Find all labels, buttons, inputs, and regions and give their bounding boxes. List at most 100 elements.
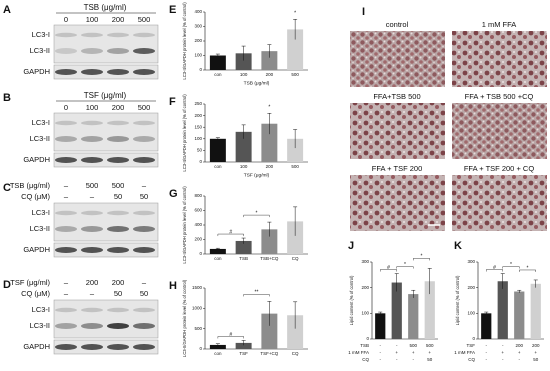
row-label: LC3-II xyxy=(30,321,50,330)
y-tick-label: 1500 xyxy=(192,285,203,290)
band xyxy=(107,226,129,232)
row-value: + xyxy=(501,350,504,355)
error-bar xyxy=(241,45,246,61)
x-tick-label: 200 xyxy=(266,164,274,169)
y-tick-label: 200 xyxy=(361,285,369,290)
bar xyxy=(235,240,252,254)
significance-mark: # xyxy=(387,265,390,271)
row-name: 1 mM FFA xyxy=(348,350,369,355)
row-value: + xyxy=(412,350,415,355)
panel-letter: A xyxy=(3,4,11,16)
x-tick-label: 100 xyxy=(240,72,248,77)
band xyxy=(81,210,103,216)
y-tick-label: 600 xyxy=(194,208,202,213)
error-bar xyxy=(500,273,505,289)
error-bar xyxy=(241,237,246,244)
y-tick-label: 0 xyxy=(199,67,202,72)
treatment-value: 50 xyxy=(140,289,148,298)
row-label: LC3-I xyxy=(32,305,50,314)
y-tick-label: 0 xyxy=(199,346,202,351)
band xyxy=(81,136,103,142)
error-bar xyxy=(293,301,298,329)
band xyxy=(107,344,129,350)
panel-letter: K xyxy=(454,240,462,252)
treatment-name: TSB (μg/ml) xyxy=(10,181,51,190)
y-tick-label: 100 xyxy=(194,53,202,58)
image-label: FFA+TSB 500 xyxy=(373,92,420,101)
bar xyxy=(287,29,304,70)
row-name: CQ xyxy=(362,357,369,362)
error-bar xyxy=(267,221,272,237)
band xyxy=(81,247,103,253)
band xyxy=(55,247,77,253)
error-bar xyxy=(293,19,298,40)
band xyxy=(133,48,155,54)
band xyxy=(107,120,129,126)
row-value: 500 xyxy=(426,343,434,348)
row-name: TSF xyxy=(467,343,476,348)
significance-mark: * xyxy=(421,254,423,260)
significance-mark: * xyxy=(268,105,270,111)
band xyxy=(133,323,155,329)
band xyxy=(81,69,103,75)
y-tick-label: 400 xyxy=(194,9,202,14)
panel-letter: G xyxy=(169,188,178,200)
y-tick-label: 500 xyxy=(194,326,202,331)
y-tick-label: 100 xyxy=(467,311,475,316)
band xyxy=(55,69,77,75)
row-name: 1 mM FFA xyxy=(454,350,475,355)
bar xyxy=(209,55,226,70)
treatment-name: CQ (μM) xyxy=(21,289,50,298)
significance-mark: * xyxy=(510,262,512,268)
band xyxy=(133,69,155,75)
lane-label: 200 xyxy=(112,15,125,24)
error-bar xyxy=(215,247,220,250)
image-label: 1 mM FFA xyxy=(482,20,517,29)
x-tick-label: 500 xyxy=(291,164,299,169)
row-value: - xyxy=(502,343,504,348)
x-tick-label: 500 xyxy=(291,72,299,77)
bar xyxy=(261,313,278,349)
row-label: LC3-II xyxy=(30,134,50,143)
x-tick-label: 200 xyxy=(266,72,274,77)
bar xyxy=(209,138,226,162)
y-tick-label: 200 xyxy=(467,285,475,290)
lane-label: 500 xyxy=(138,103,151,112)
significance-mark: * xyxy=(404,262,406,268)
x-tick-label: TSB xyxy=(239,256,248,261)
error-bar xyxy=(411,289,416,298)
row-value: - xyxy=(486,357,488,362)
row-value: - xyxy=(380,350,382,355)
band xyxy=(81,48,103,54)
band xyxy=(55,136,77,142)
panel-letter: E xyxy=(169,4,176,16)
lane-label: 100 xyxy=(86,103,99,112)
treatment-value: 50 xyxy=(140,192,148,201)
band xyxy=(55,307,77,313)
row-name: TSB xyxy=(360,343,369,348)
y-tick-label: 300 xyxy=(467,259,475,264)
error-bar xyxy=(484,311,489,315)
bar xyxy=(261,123,278,162)
y-axis-label: LC3-II/GAPDH protein level (% of control… xyxy=(182,2,187,80)
blot-lc3 xyxy=(53,112,159,152)
row-name: CQ xyxy=(468,357,475,362)
y-tick-label: 200 xyxy=(194,38,202,43)
treatment-value: – xyxy=(64,192,69,201)
lane-label: 200 xyxy=(112,103,125,112)
image-label: FFA + TSF 200 xyxy=(372,164,423,173)
y-axis-label: Lipid content (% of control) xyxy=(455,275,460,325)
row-label: LC3-II xyxy=(30,224,50,233)
y-tick-label: 300 xyxy=(194,24,202,29)
significance-bracket xyxy=(217,336,244,339)
band xyxy=(107,32,129,38)
row-label: GAPDH xyxy=(23,155,50,164)
band xyxy=(133,157,155,163)
band xyxy=(81,226,103,232)
row-value: - xyxy=(519,357,521,362)
x-tick-label: con xyxy=(214,164,222,169)
lane-label: 500 xyxy=(138,15,151,24)
image-label: FFA + TSB 500 +CQ xyxy=(465,92,534,101)
significance-bracket xyxy=(502,266,520,269)
